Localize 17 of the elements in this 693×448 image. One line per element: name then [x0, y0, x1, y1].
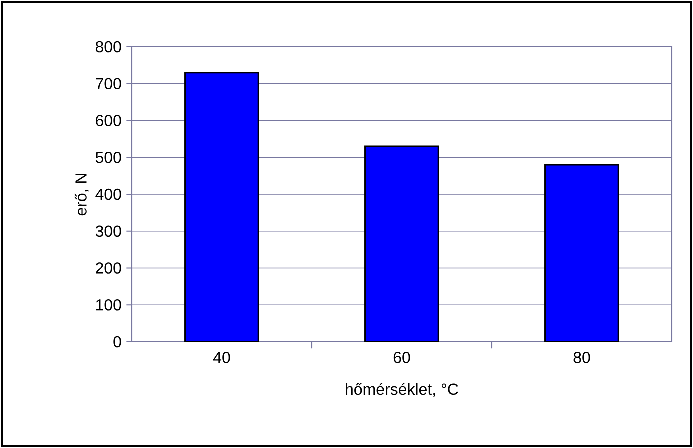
bar: [544, 164, 620, 342]
y-tick-label: 0: [114, 336, 122, 348]
bar: [364, 146, 440, 342]
x-axis-title: hőmérséklet, °C: [346, 383, 458, 398]
y-tick-label: 700: [96, 78, 122, 90]
x-tick-label: 80: [574, 352, 590, 364]
y-tick-label: 300: [96, 226, 122, 238]
y-tick-label: 200: [96, 262, 122, 274]
y-tick-label: 800: [96, 41, 122, 53]
y-tick-label: 100: [96, 299, 122, 311]
y-tick-label: 400: [96, 188, 122, 200]
x-tick-label: 40: [213, 352, 230, 364]
y-tick-label: 500: [96, 152, 122, 164]
x-tick-label: 60: [394, 352, 410, 364]
y-tick-label: 600: [96, 115, 122, 126]
y-axis-title: erő, N: [74, 174, 89, 216]
bar: [184, 72, 260, 342]
